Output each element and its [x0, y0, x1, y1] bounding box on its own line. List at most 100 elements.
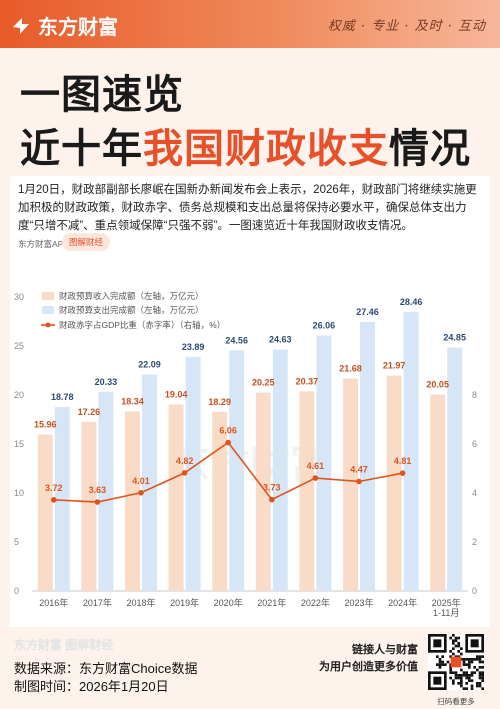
deficit-data-label: 3.72: [45, 483, 63, 493]
deficit-point: [356, 478, 362, 485]
cta-line2: 为用户创造更多价值: [319, 661, 418, 673]
expenditure-data-label: 18.78: [51, 392, 74, 402]
expenditure-bar: [360, 321, 375, 591]
expenditure-bar: [142, 374, 157, 591]
revenue-data-label: 18.29: [208, 397, 231, 407]
revenue-bar: [343, 378, 358, 591]
right-tick-label: 4: [472, 488, 477, 498]
expenditure-bar: [403, 312, 419, 591]
expenditure-bar: [447, 347, 463, 591]
legend-swatch-deficit-point: [45, 322, 51, 328]
x-tick-label: 2022年: [301, 597, 330, 608]
deficit-point: [181, 470, 188, 476]
x-tick-label: 2016年: [39, 597, 68, 608]
brand-mark-icon: [13, 17, 29, 34]
revenue-data-label: 20.05: [426, 380, 449, 390]
title-suffix: 情况: [389, 126, 471, 172]
right-tick-label: 6: [472, 439, 477, 449]
revenue-bar: [299, 391, 315, 591]
expenditure-data-label: 26.06: [313, 321, 336, 331]
x-tick-label: 2019年: [170, 597, 199, 608]
right-tick-label: 8: [472, 390, 477, 400]
deficit-data-label: 4.82: [176, 456, 194, 466]
qr-caption: 扫码看更多: [437, 697, 475, 706]
title-highlight: 我国财政收支: [143, 126, 389, 172]
legend-label-revenue: 财政预算收入完成额（左轴，万亿元）: [59, 291, 204, 301]
chart-date: 制图时间：2026年1月20日: [14, 679, 169, 694]
revenue-data-label: 18.34: [121, 396, 144, 406]
series-tag[interactable]: 图解财经: [62, 233, 111, 251]
slogan: 权威 · 专业 · 及时 · 互动: [327, 19, 486, 34]
revenue-data-label: 20.37: [296, 376, 319, 386]
revenue-data-label: 21.97: [383, 361, 406, 371]
revenue-bar: [37, 434, 53, 591]
expenditure-data-label: 23.89: [182, 342, 205, 352]
legend-label-expenditure: 财政预算支出完成额（左轴，万亿元）: [59, 305, 204, 315]
expenditure-data-label: 27.46: [356, 307, 379, 317]
expenditure-data-label: 20.33: [95, 377, 118, 387]
revenue-data-label: 19.04: [165, 389, 188, 399]
expenditure-bar: [185, 356, 201, 591]
intro-text: 1月20日，财政部副部长廖岷在国新办新闻发布会上表示，2026年，财政部门将继续…: [18, 184, 477, 232]
left-tick-label: 15: [14, 439, 24, 449]
left-tick-label: 25: [14, 341, 24, 351]
deficit-data-label: 4.01: [132, 476, 150, 486]
brand-name: 东方财富: [38, 17, 118, 39]
revenue-data-label: 21.68: [339, 364, 362, 374]
expenditure-bar: [98, 391, 114, 591]
x-tick-label: 2024年: [388, 597, 417, 608]
title-prefix: 近十年: [20, 126, 143, 172]
revenue-data-label: 20.25: [252, 378, 275, 388]
revenue-bar: [386, 375, 402, 591]
footer-brand-watermark: 东方财富 图解财经: [14, 638, 114, 652]
x-tick-label: 2023年: [344, 597, 373, 608]
brand-logo[interactable]: 东方财富: [10, 11, 118, 40]
deficit-point: [399, 470, 406, 476]
left-tick-label: 20: [14, 390, 24, 400]
deficit-point: [138, 489, 144, 496]
slogan-cta: 链接人与财富 为用户创造更多价值: [300, 642, 418, 676]
top-banner: [0, 0, 500, 48]
expenditure-data-label: 24.63: [269, 335, 292, 345]
x-tick-label: 1-11月: [433, 608, 459, 618]
deficit-data-label: 4.81: [394, 456, 412, 466]
left-tick-label: 5: [14, 537, 19, 547]
x-tick-label: 2017年: [83, 597, 112, 608]
deficit-point: [269, 496, 275, 503]
expenditure-bar: [229, 350, 245, 591]
deficit-point: [312, 475, 319, 481]
data-source: 数据来源：东方财富Choice数据: [14, 661, 198, 676]
right-tick-label: 0: [472, 586, 477, 596]
revenue-bar: [168, 404, 184, 591]
right-tick-label: 2: [472, 537, 477, 547]
expenditure-bar: [272, 349, 288, 591]
revenue-data-label: 17.26: [78, 407, 101, 417]
expenditure-bar: [54, 406, 70, 591]
revenue-bar: [81, 421, 97, 591]
expenditure-bar: [316, 335, 332, 591]
data-source-block: 数据来源：东方财富Choice数据 制图时间：2026年1月20日: [14, 660, 197, 696]
deficit-data-label: 6.06: [219, 426, 237, 436]
cta-line1: 链接人与财富: [352, 644, 418, 656]
left-tick-label: 30: [14, 292, 24, 302]
expenditure-data-label: 28.46: [400, 297, 423, 307]
deficit-point: [225, 439, 231, 446]
page-title-line2: 近十年我国财政收支情况: [20, 116, 471, 174]
expenditure-data-label: 24.85: [443, 332, 466, 342]
legend-swatch-revenue: [42, 292, 54, 300]
deficit-data-label: 3.73: [263, 483, 281, 493]
expenditure-data-label: 22.09: [138, 360, 161, 370]
deficit-data-label: 4.47: [350, 464, 368, 474]
deficit-point: [51, 497, 57, 503]
x-tick-label: 2025年: [432, 597, 461, 608]
left-tick-label: 10: [14, 488, 24, 498]
qr-code-icon[interactable]: [428, 634, 484, 690]
revenue-bar: [430, 394, 446, 591]
deficit-point: [94, 499, 101, 505]
x-tick-label: 2018年: [126, 597, 155, 608]
page-title-line1: 一图速览: [20, 72, 184, 118]
legend-swatch-expenditure: [42, 306, 54, 314]
x-tick-label: 2021年: [257, 597, 286, 608]
deficit-data-label: 4.61: [307, 461, 325, 471]
